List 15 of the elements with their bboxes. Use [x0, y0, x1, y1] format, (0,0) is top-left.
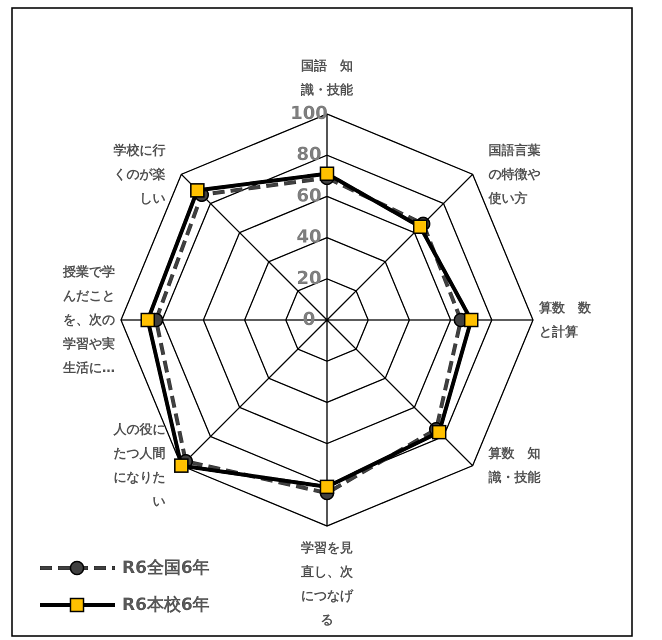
spoke-label: 学校に行くのが楽しい — [113, 142, 166, 206]
legend-label: R6本校6年 — [122, 595, 210, 615]
y-tick-label: 80 — [296, 144, 322, 166]
spoke-label: 算数 数と計算 — [538, 301, 592, 340]
y-tick-label: 100 — [290, 103, 328, 124]
y-tick-label: 60 — [296, 185, 322, 206]
spoke-label: 算数 知識・技能 — [488, 446, 542, 486]
spoke-label: 授業で学んだことを、次の学習や実生活に… — [62, 265, 115, 376]
spoke-label: 人の役にたつ人間になりたい — [112, 422, 166, 510]
legend-label: R6全国6年 — [122, 558, 210, 578]
spoke-label: 国語言葉の特徴や使い方 — [488, 142, 541, 206]
y-tick-label: 40 — [296, 226, 322, 248]
y-tick-label: 20 — [296, 268, 322, 289]
spoke-label: 学習を見直し、次につなげる — [300, 541, 354, 628]
spoke-label: 国語 知識・技能 — [300, 58, 354, 98]
